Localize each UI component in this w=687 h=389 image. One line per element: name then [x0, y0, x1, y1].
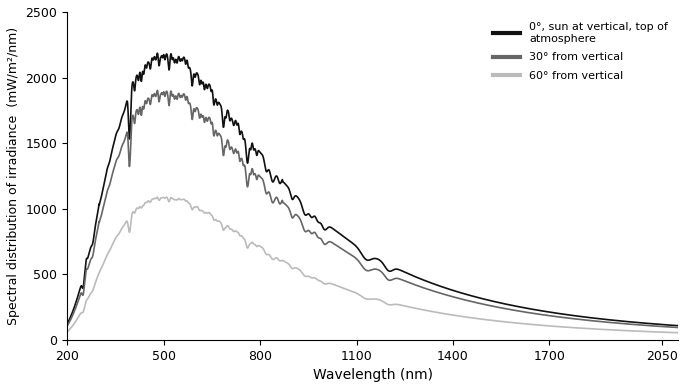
60° from vertical [133, 206, 141, 210]
30° from vertical [63, 324, 71, 328]
30° from vertical [169, 92, 177, 97]
0°, sun at vertical, top of
atmosphere [324, 225, 333, 230]
30° from vertical [662, 324, 671, 329]
X-axis label: Wavelength (nm): Wavelength (nm) [313, 368, 433, 382]
0°, sun at vertical, top of
atmosphere [63, 322, 71, 326]
60° from vertical [324, 281, 333, 286]
0°, sun at vertical, top of
atmosphere [297, 203, 306, 208]
60° from vertical [662, 330, 671, 335]
0°, sun at vertical, top of
atmosphere [596, 317, 605, 321]
Line: 0°, sun at vertical, top of
atmosphere: 0°, sun at vertical, top of atmosphere [67, 53, 678, 326]
60° from vertical [63, 329, 71, 334]
0°, sun at vertical, top of
atmosphere [662, 322, 671, 327]
0°, sun at vertical, top of
atmosphere [133, 73, 141, 78]
60° from vertical [297, 270, 306, 275]
Line: 30° from vertical: 30° from vertical [67, 90, 678, 328]
30° from vertical [297, 221, 306, 225]
0°, sun at vertical, top of
atmosphere [674, 323, 682, 328]
0°, sun at vertical, top of
atmosphere [153, 51, 161, 56]
60° from vertical [596, 327, 605, 332]
60° from vertical [169, 196, 177, 201]
30° from vertical [596, 319, 605, 324]
60° from vertical [674, 330, 682, 335]
Line: 60° from vertical: 60° from vertical [67, 197, 678, 333]
30° from vertical [674, 325, 682, 330]
30° from vertical [153, 88, 161, 93]
60° from vertical [162, 195, 170, 200]
30° from vertical [324, 240, 333, 245]
0°, sun at vertical, top of
atmosphere [169, 56, 177, 60]
Y-axis label: Spectral distribution of irradiance  (mW/m²/nm): Spectral distribution of irradiance (mW/… [7, 27, 20, 325]
Legend: 0°, sun at vertical, top of
atmosphere, 30° from vertical, 60° from vertical: 0°, sun at vertical, top of atmosphere, … [488, 18, 673, 86]
30° from vertical [133, 107, 141, 112]
